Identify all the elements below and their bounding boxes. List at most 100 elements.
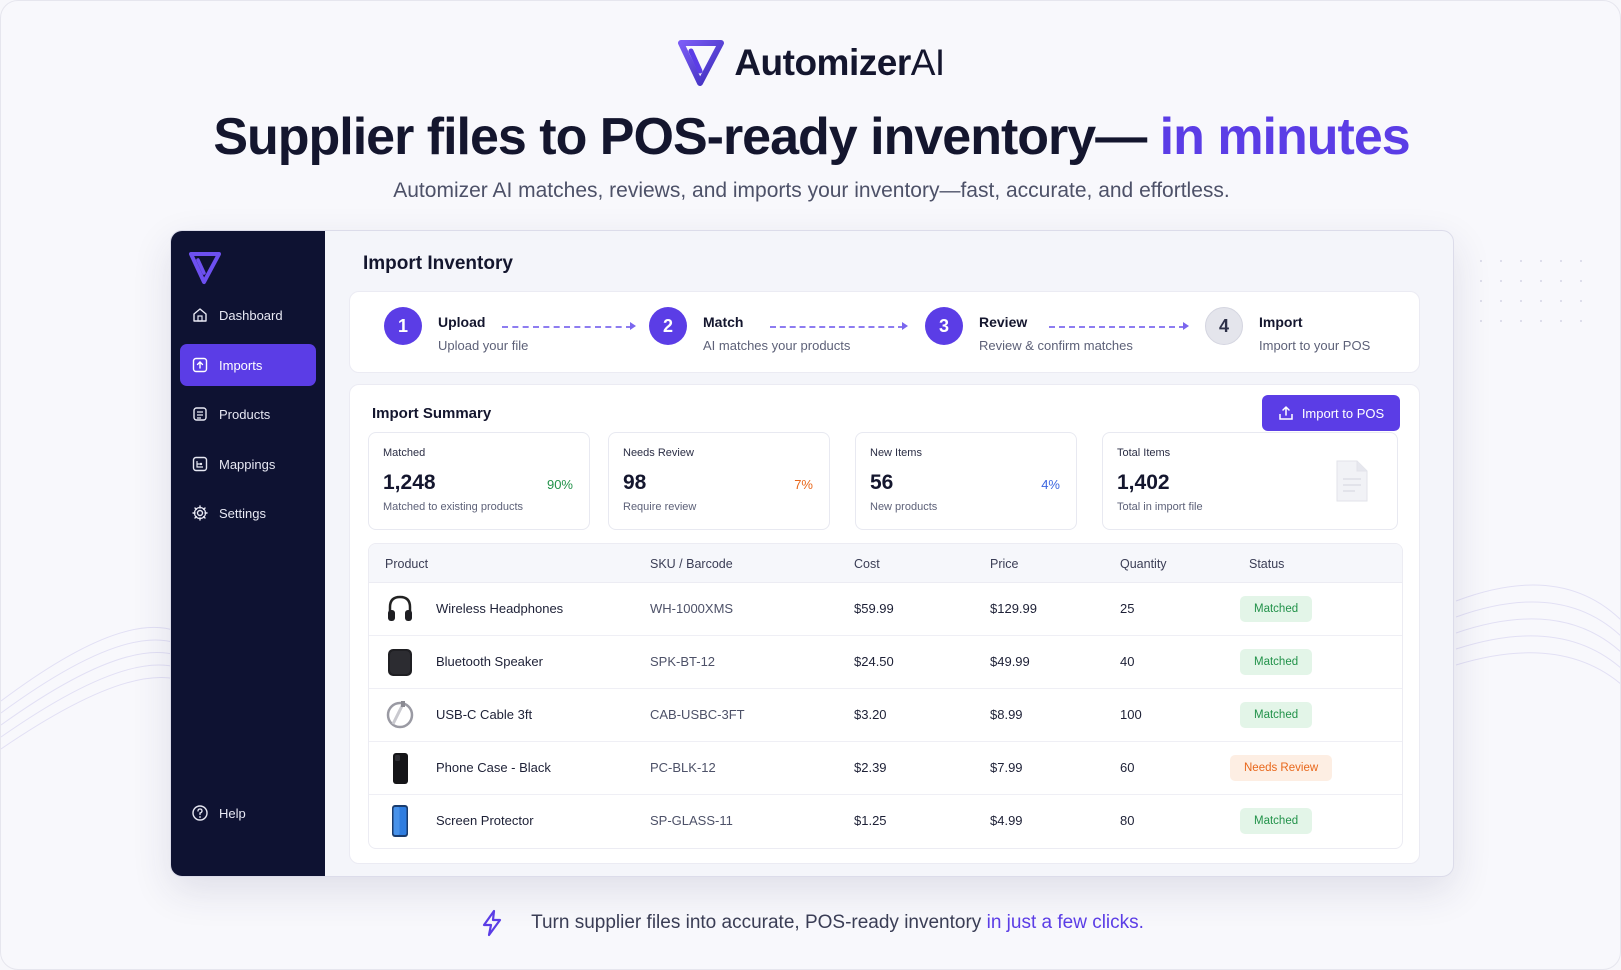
step-desc: Import to your POS xyxy=(1259,338,1371,353)
stat-card-total-items: Total Items 1,402 Total in import file xyxy=(1102,432,1398,530)
step-number: 1 xyxy=(384,307,422,345)
product-sku: PC-BLK-12 xyxy=(650,760,716,775)
lightning-icon xyxy=(482,909,502,937)
stat-percent: 7% xyxy=(794,477,813,492)
mapping-icon xyxy=(192,456,208,472)
product-cost: $1.25 xyxy=(854,813,887,828)
step-desc: Upload your file xyxy=(438,338,529,353)
step-number: 4 xyxy=(1205,307,1243,345)
document-icon xyxy=(1336,460,1368,502)
product-sku: SP-GLASS-11 xyxy=(650,813,733,828)
sidebar-item-label: Help xyxy=(219,805,246,821)
sidebar: Dashboard Imports Products Mappings Sett… xyxy=(171,231,325,876)
stat-card-new-items: New Items 56 4% New products xyxy=(855,432,1077,530)
product-name: USB-C Cable 3ft xyxy=(436,707,533,722)
step-desc: Review & confirm matches xyxy=(979,338,1133,353)
home-icon xyxy=(193,308,207,322)
sidebar-item-label: Settings xyxy=(219,505,266,521)
step-title: Review xyxy=(979,314,1028,330)
sidebar-item-mappings[interactable]: Mappings xyxy=(180,443,316,485)
status-badge: Needs Review xyxy=(1230,755,1333,781)
sidebar-item-label: Dashboard xyxy=(219,307,283,323)
stat-subtitle: Total in import file xyxy=(1117,501,1203,513)
product-quantity: 40 xyxy=(1120,654,1135,669)
box-icon xyxy=(193,407,207,421)
stat-percent: 90% xyxy=(546,477,573,492)
hero-headline: Supplier files to POS-ready inventory— i… xyxy=(1,107,1620,167)
sidebar-item-settings[interactable]: Settings xyxy=(180,492,316,534)
product-name: Phone Case - Black xyxy=(436,760,551,775)
product-sku: WH-1000XMS xyxy=(650,601,734,616)
sidebar-item-imports[interactable]: Imports xyxy=(180,344,316,386)
product-price: $7.99 xyxy=(990,760,1023,775)
import-stepper: 1 Upload Upload your file 2 Match AI match… xyxy=(349,291,1420,373)
table-header: Product SKU / Barcode Cost Price Quantit… xyxy=(369,544,1402,583)
product-cost: $3.20 xyxy=(854,707,887,722)
sidebar-item-label: Products xyxy=(219,406,271,422)
brand-name: AutomizerAI xyxy=(734,42,945,84)
product-sku: CAB-USBC-3FT xyxy=(650,707,745,722)
brand-suffix: AI xyxy=(910,42,945,83)
product-cost: $59.99 xyxy=(854,601,894,616)
headline-accent: in minutes xyxy=(1159,108,1411,166)
sidebar-item-products[interactable]: Products xyxy=(180,393,316,435)
import-summary-card: Import Summary Import to POS Matched 1,2… xyxy=(349,384,1420,864)
stat-value: 1,402 xyxy=(1117,471,1170,494)
footer-accent: in just a few clicks. xyxy=(986,912,1144,933)
column-header-status[interactable]: Status xyxy=(1249,557,1285,571)
table-row[interactable]: Wireless Headphones WH-1000XMS $59.99 $1… xyxy=(369,583,1402,636)
sidebar-item-help[interactable]: Help xyxy=(180,792,316,834)
product-quantity: 80 xyxy=(1120,813,1135,828)
table-row[interactable]: Phone Case - Black PC-BLK-12 $2.39 $7.99… xyxy=(369,742,1402,795)
product-sku: SPK-BT-12 xyxy=(650,654,716,669)
column-header-sku[interactable]: SKU / Barcode xyxy=(650,557,733,571)
footer-text: Turn supplier files into accurate, POS-r… xyxy=(531,912,982,933)
step-match[interactable]: 2 Match AI matches your products xyxy=(649,307,850,353)
product-cost: $24.50 xyxy=(854,654,894,669)
step-title: Import xyxy=(1259,314,1303,330)
stat-label: Matched xyxy=(383,447,426,459)
upload-icon xyxy=(192,357,208,373)
sidebar-item-dashboard[interactable]: Dashboard xyxy=(180,294,316,336)
table-row[interactable]: USB-C Cable 3ft CAB-USBC-3FT $3.20 $8.99… xyxy=(369,689,1402,742)
status-badge: Matched xyxy=(1240,596,1313,622)
stat-subtitle: New products xyxy=(870,501,938,513)
import-to-pos-button[interactable]: Import to POS xyxy=(1262,395,1400,431)
stat-label: Total Items xyxy=(1117,447,1171,459)
product-price: $4.99 xyxy=(990,813,1023,828)
step-upload[interactable]: 1 Upload Upload your file xyxy=(384,307,528,353)
status-badge: Matched xyxy=(1240,649,1313,675)
brand-name-text: Automizer xyxy=(734,42,911,83)
table-row[interactable]: Screen Protector SP-GLASS-11 $1.25 $4.99… xyxy=(369,795,1402,848)
column-header-cost[interactable]: Cost xyxy=(854,557,880,571)
speaker-icon xyxy=(388,649,412,676)
stat-value: 56 xyxy=(870,471,894,494)
stat-value: 1,248 xyxy=(383,471,436,494)
product-cost: $2.39 xyxy=(854,760,887,775)
step-number: 3 xyxy=(925,307,963,345)
step-number: 2 xyxy=(649,307,687,345)
stat-subtitle: Require review xyxy=(623,501,697,513)
product-quantity: 100 xyxy=(1120,707,1142,722)
main-content: Import Inventory 1 Upload Upload your fil… xyxy=(325,231,1453,876)
step-review[interactable]: 3 Review Review & confirm matches xyxy=(925,307,1133,353)
step-title: Upload xyxy=(438,314,486,330)
stat-subtitle: Matched to existing products xyxy=(383,501,524,513)
status-badge: Matched xyxy=(1240,808,1313,834)
product-name: Bluetooth Speaker xyxy=(436,654,543,669)
table-row[interactable]: Bluetooth Speaker SPK-BT-12 $24.50 $49.9… xyxy=(369,636,1402,689)
sidebar-logo-icon xyxy=(189,252,221,284)
column-header-product[interactable]: Product xyxy=(385,557,429,571)
column-header-quantity[interactable]: Quantity xyxy=(1120,557,1167,571)
step-import[interactable]: 4 Import Import to your POS xyxy=(1205,307,1370,353)
status-badge: Matched xyxy=(1240,702,1313,728)
page-title: Import Inventory xyxy=(363,253,513,274)
column-header-price[interactable]: Price xyxy=(990,557,1019,571)
sidebar-item-label: Imports xyxy=(219,357,263,373)
product-price: $8.99 xyxy=(990,707,1023,722)
products-table: Product SKU / Barcode Cost Price Quantit… xyxy=(368,543,1403,849)
automizer-logo-icon xyxy=(678,40,725,86)
brand-header: AutomizerAI xyxy=(1,39,1620,87)
